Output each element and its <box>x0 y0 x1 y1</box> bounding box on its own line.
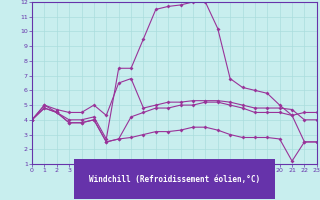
X-axis label: Windchill (Refroidissement éolien,°C): Windchill (Refroidissement éolien,°C) <box>89 175 260 184</box>
